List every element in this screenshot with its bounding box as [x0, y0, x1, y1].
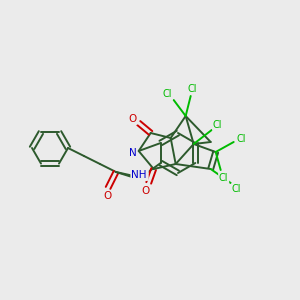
Text: Cl: Cl — [188, 84, 197, 94]
Text: O: O — [142, 186, 150, 196]
Text: O: O — [103, 191, 111, 201]
Text: Cl: Cl — [237, 134, 246, 144]
Text: N: N — [140, 170, 148, 180]
Text: N: N — [129, 148, 136, 158]
Text: H: H — [133, 170, 141, 180]
Text: Cl: Cl — [219, 173, 228, 183]
Text: Cl: Cl — [213, 120, 222, 130]
Text: NH: NH — [131, 170, 147, 180]
Text: Cl: Cl — [163, 89, 172, 99]
Text: Cl: Cl — [232, 184, 242, 194]
Text: O: O — [129, 114, 137, 124]
